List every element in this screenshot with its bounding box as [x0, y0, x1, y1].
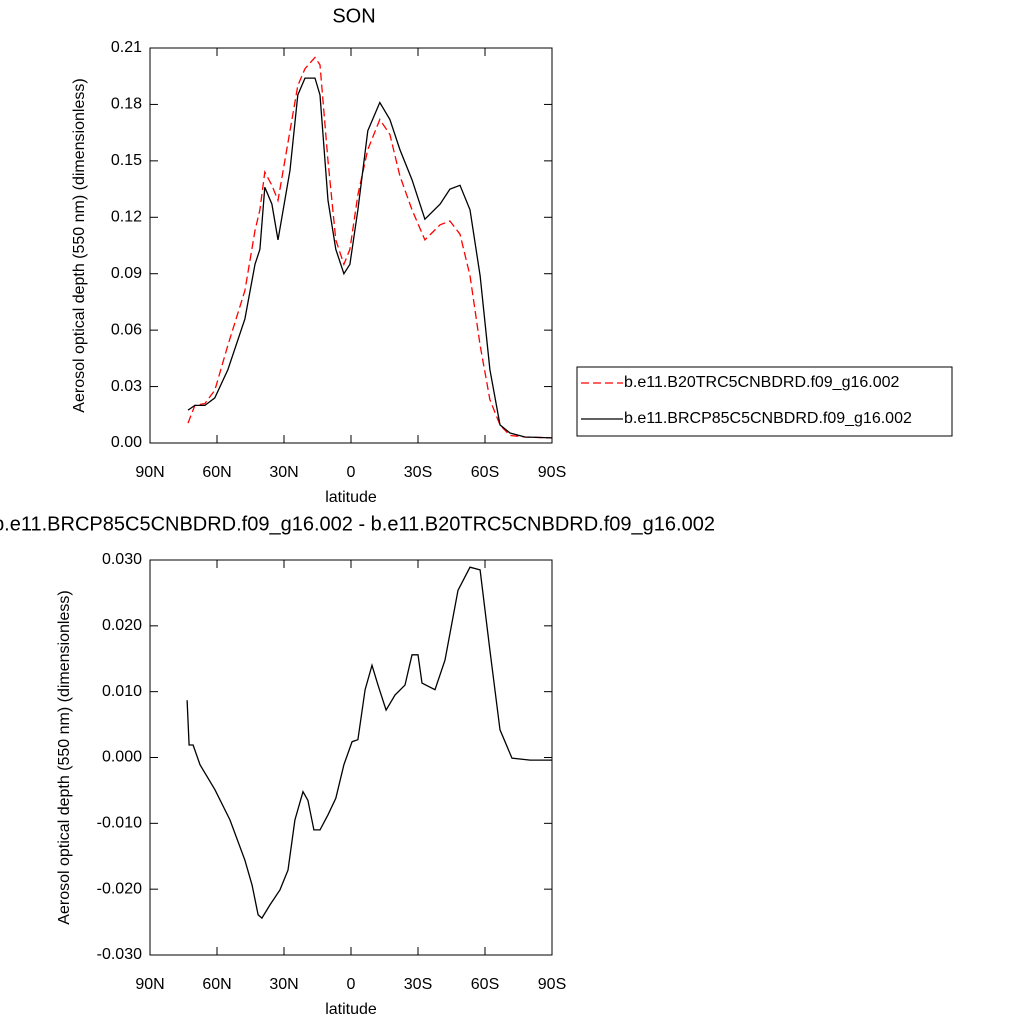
data-line	[186, 566, 552, 920]
y-tick-label: 0.18	[111, 96, 142, 113]
y-axis-label: Aerosol optical depth (550 nm) (dimensio…	[71, 78, 88, 412]
y-axis-label: Aerosol optical depth (550 nm) (dimensio…	[56, 590, 73, 924]
y-tick-label: 0.000	[102, 749, 142, 766]
x-tick-label: 60N	[202, 464, 231, 481]
x-tick-label: 90S	[538, 976, 566, 993]
legend-label: b.e11.B20TRC5CNBDRD.f09_g16.002	[624, 374, 900, 391]
x-tick-label: 90S	[538, 464, 566, 481]
y-tick-label: 0.020	[102, 617, 142, 634]
x-tick-label: 30S	[404, 976, 432, 993]
y-tick-label: 0.010	[102, 683, 142, 700]
legend-box	[576, 366, 953, 437]
x-axis-label: latitude	[325, 1001, 377, 1018]
y-tick-label: 0.00	[111, 434, 142, 451]
y-tick-label: 0.06	[111, 321, 142, 338]
x-tick-label: 90N	[135, 976, 164, 993]
x-tick-label: 30N	[269, 976, 298, 993]
x-axis-label: latitude	[325, 489, 377, 506]
x-tick-label: 60N	[202, 976, 231, 993]
x-tick-label: 30N	[269, 464, 298, 481]
x-tick-label: 60S	[471, 976, 499, 993]
y-tick-label: -0.020	[97, 880, 142, 897]
y-tick-label: 0.030	[102, 551, 142, 568]
y-tick-label: 0.15	[111, 152, 142, 169]
x-tick-label: 60S	[471, 464, 499, 481]
y-tick-label: 0.21	[111, 39, 142, 56]
chart-title: b.e11.BRCP85C5CNBDRD.f09_g16.002 - b.e11…	[0, 513, 715, 535]
y-tick-label: -0.010	[97, 815, 142, 832]
x-tick-label: 0	[347, 976, 356, 993]
legend-label: b.e11.BRCP85C5CNBDRD.f09_g16.002	[624, 410, 912, 427]
chart-title: SON	[332, 5, 375, 27]
plot-frame	[149, 47, 553, 444]
y-tick-label: -0.030	[97, 946, 142, 963]
x-tick-label: 30S	[404, 464, 432, 481]
data-line	[187, 77, 553, 439]
x-tick-label: 0	[347, 464, 356, 481]
plot-frame	[149, 559, 553, 956]
y-tick-label: 0.12	[111, 209, 142, 226]
y-tick-label: 0.09	[111, 265, 142, 282]
data-line	[187, 56, 553, 439]
y-tick-label: 0.03	[111, 378, 142, 395]
x-tick-label: 90N	[135, 464, 164, 481]
